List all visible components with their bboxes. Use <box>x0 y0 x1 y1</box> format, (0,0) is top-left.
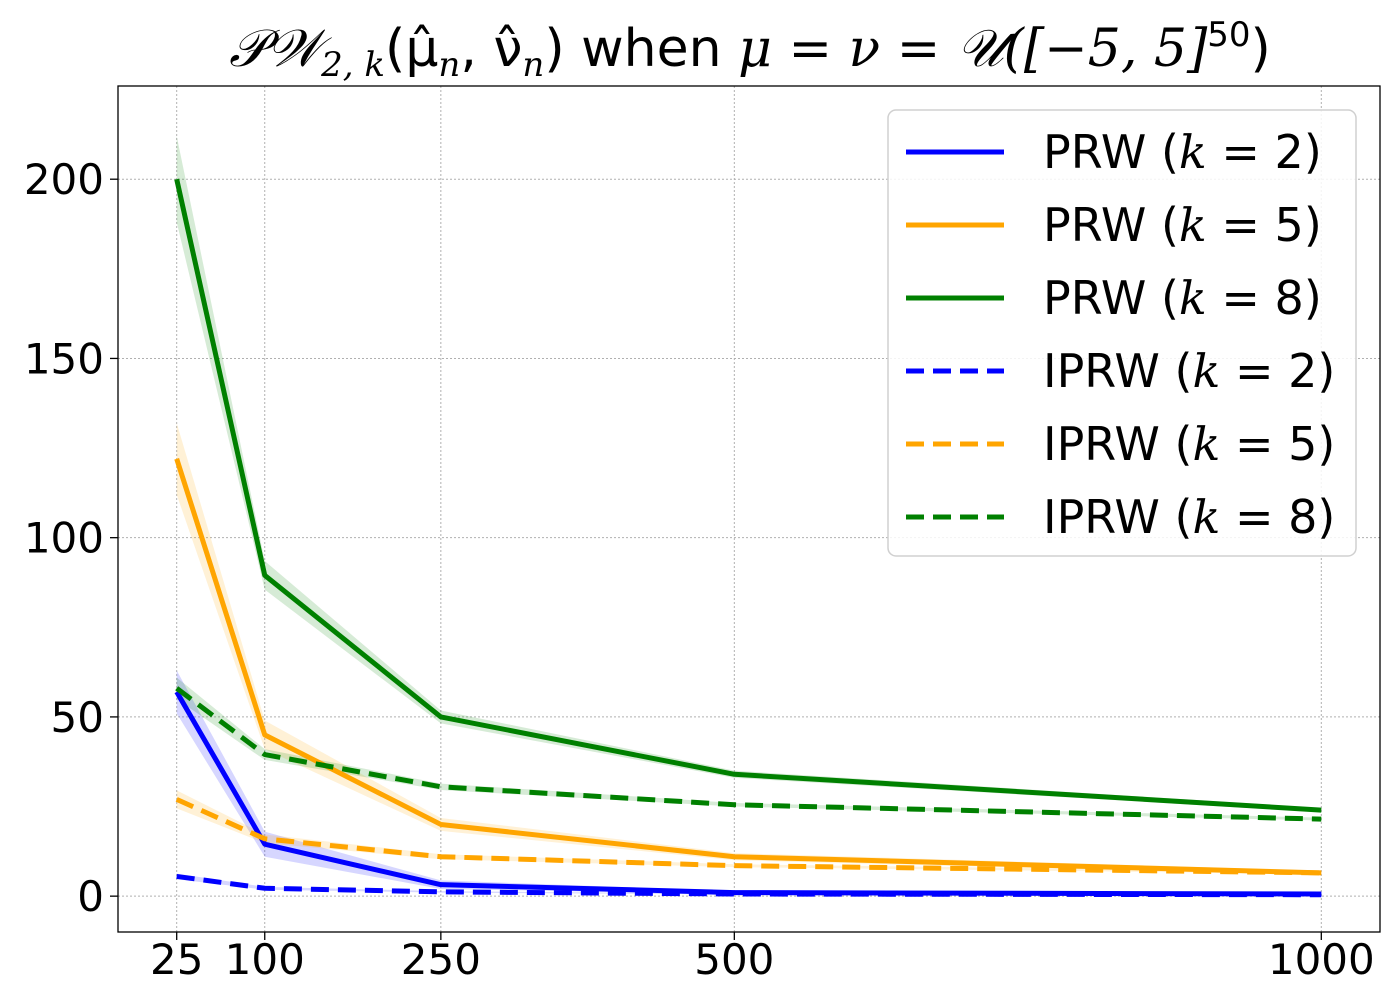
y-tick-label: 150 <box>24 334 104 383</box>
line-series-2 <box>174 458 1322 876</box>
line-series-5 <box>175 797 1322 876</box>
legend: PRW (k = 2) PRW (k = 5) PRW (k = 8) IPRW (k… <box>887 109 1357 557</box>
x-tick-label: 1000 <box>1268 935 1375 984</box>
grid <box>118 86 1380 932</box>
line-series-1 <box>174 690 1322 897</box>
chart-title: 𝒫𝒲2, k(μ̂n, ν̂n) when μ = ν = 𝒰([−5, 5]5… <box>229 15 1271 85</box>
axis-ticks: 25 100 250 500 1000 0 50 100 150 200 <box>24 155 1375 984</box>
y-tick-label: 100 <box>24 514 104 563</box>
legend-label: PRW (k = 5) <box>1043 198 1322 252</box>
legend-label: IPRW (k = 2) <box>1043 344 1335 398</box>
plot-frame <box>117 85 1381 933</box>
series-lines <box>174 178 1322 898</box>
x-tick-label: 250 <box>401 935 481 984</box>
y-tick-label: 200 <box>24 155 104 204</box>
line-series-4 <box>176 873 1322 898</box>
x-tick-label: 25 <box>150 935 203 984</box>
legend-label: PRW (k = 2) <box>1043 125 1322 179</box>
y-tick-label: 50 <box>51 693 104 742</box>
y-tick-label: 0 <box>77 872 104 921</box>
x-tick-label: 100 <box>225 935 305 984</box>
legend-label: IPRW (k = 5) <box>1043 417 1335 471</box>
legend-label: PRW (k = 8) <box>1043 271 1322 325</box>
legend-box <box>887 109 1357 557</box>
line-series-3 <box>174 178 1322 813</box>
legend-label: IPRW (k = 8) <box>1043 490 1335 544</box>
x-tick-label: 500 <box>694 935 774 984</box>
